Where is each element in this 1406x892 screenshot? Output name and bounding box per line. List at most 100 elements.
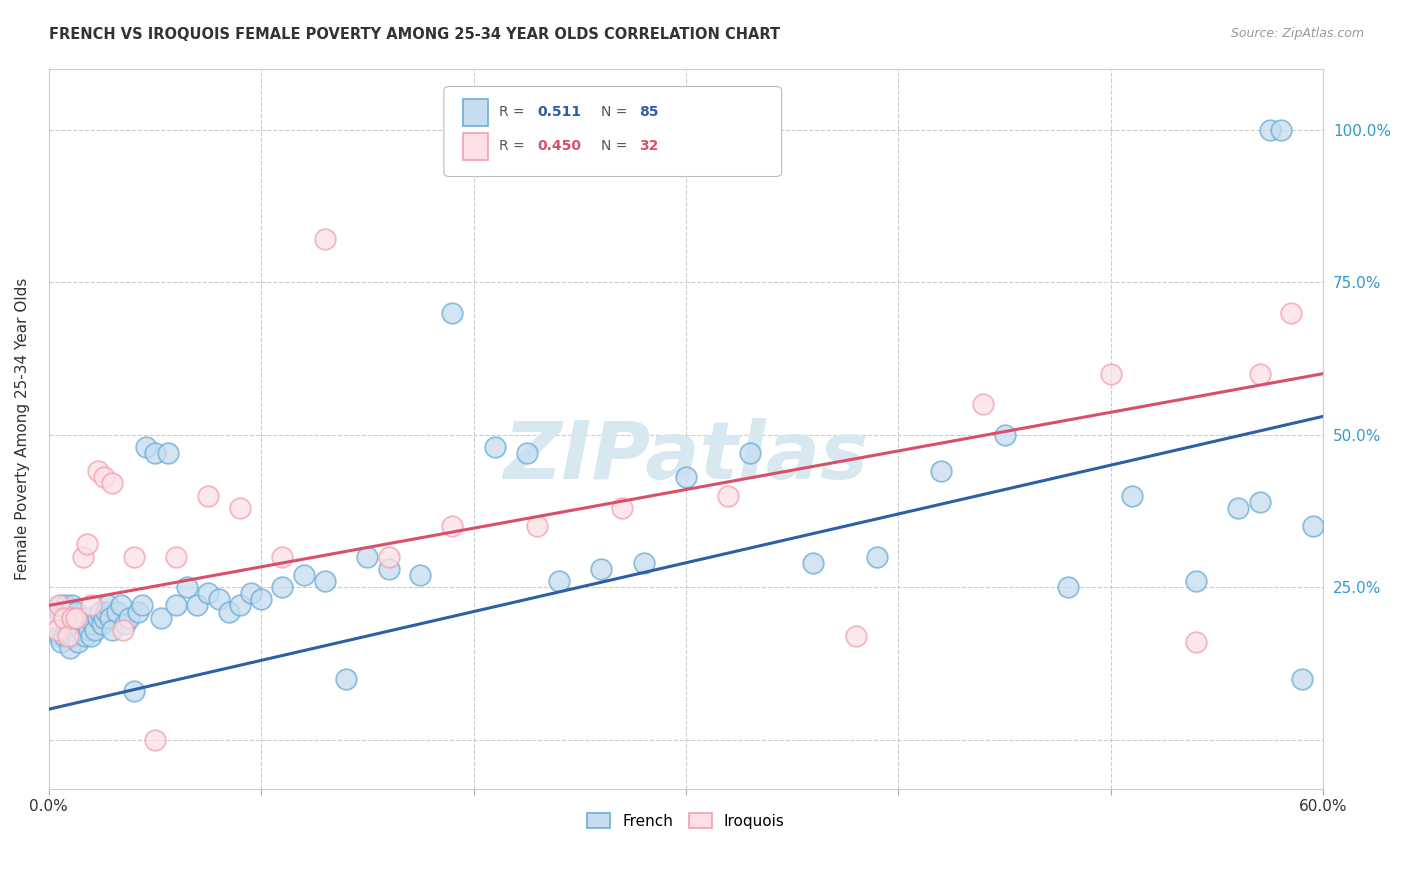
Text: Source: ZipAtlas.com: Source: ZipAtlas.com xyxy=(1230,27,1364,40)
Point xyxy=(1302,519,1324,533)
Point xyxy=(56,616,79,631)
Text: 0.511: 0.511 xyxy=(537,105,581,120)
Point xyxy=(52,629,75,643)
Point xyxy=(76,610,98,624)
Point xyxy=(409,568,432,582)
Point xyxy=(65,616,87,631)
Point xyxy=(156,446,179,460)
Point xyxy=(98,610,121,624)
Text: N =: N = xyxy=(600,105,627,120)
Point xyxy=(86,610,108,624)
Point xyxy=(176,580,198,594)
Point xyxy=(93,610,115,624)
Point xyxy=(131,599,153,613)
Point xyxy=(42,610,65,624)
Point xyxy=(803,556,825,570)
Point xyxy=(60,629,83,643)
Point xyxy=(72,616,94,631)
Point xyxy=(292,568,315,582)
Point xyxy=(72,549,94,564)
Point xyxy=(356,549,378,564)
Y-axis label: Female Poverty Among 25-34 Year Olds: Female Poverty Among 25-34 Year Olds xyxy=(15,277,30,580)
Text: 0.450: 0.450 xyxy=(537,139,581,153)
Point xyxy=(112,623,135,637)
Point xyxy=(122,549,145,564)
Point xyxy=(612,500,634,515)
Point xyxy=(143,446,166,460)
Point xyxy=(377,549,399,564)
FancyBboxPatch shape xyxy=(444,87,782,177)
Point xyxy=(94,605,117,619)
Point xyxy=(90,616,112,631)
Point xyxy=(55,623,77,637)
Point xyxy=(1281,305,1303,319)
Point xyxy=(46,623,69,637)
Text: N =: N = xyxy=(600,139,627,153)
Point xyxy=(271,580,294,594)
Point xyxy=(1185,635,1208,649)
Point xyxy=(1057,580,1080,594)
Point xyxy=(1121,489,1143,503)
Point xyxy=(135,440,157,454)
Point xyxy=(972,397,994,411)
Point xyxy=(547,574,569,588)
Point xyxy=(845,629,868,643)
Point xyxy=(51,599,73,613)
Point xyxy=(484,440,506,454)
Point xyxy=(46,623,69,637)
Point xyxy=(1291,672,1313,686)
Point xyxy=(86,464,108,478)
Point xyxy=(197,586,219,600)
Point xyxy=(56,605,79,619)
Point xyxy=(127,605,149,619)
Point xyxy=(52,610,75,624)
Point xyxy=(143,732,166,747)
Point xyxy=(55,599,77,613)
Point xyxy=(97,599,120,613)
Point xyxy=(76,537,98,551)
Point xyxy=(633,556,655,570)
Point xyxy=(1270,122,1292,136)
Point xyxy=(65,605,87,619)
Point xyxy=(314,574,336,588)
Point xyxy=(48,599,70,613)
Point xyxy=(44,616,66,631)
Point xyxy=(377,562,399,576)
Text: 32: 32 xyxy=(638,139,658,153)
Text: R =: R = xyxy=(499,105,529,120)
Point xyxy=(59,641,82,656)
Point xyxy=(114,616,136,631)
Point xyxy=(82,616,104,631)
Point xyxy=(110,599,132,613)
Point xyxy=(60,599,83,613)
Point xyxy=(208,592,231,607)
Point xyxy=(526,519,548,533)
Point xyxy=(589,562,612,576)
Point xyxy=(48,629,70,643)
Point xyxy=(118,610,141,624)
Legend: French, Iroquois: French, Iroquois xyxy=(581,806,790,835)
Point xyxy=(929,464,952,478)
Point xyxy=(150,610,173,624)
Point xyxy=(1227,500,1250,515)
Point xyxy=(60,610,83,624)
Point xyxy=(441,305,464,319)
Point xyxy=(994,427,1017,442)
Point xyxy=(314,232,336,246)
Point xyxy=(197,489,219,503)
Point xyxy=(1258,122,1281,136)
Point xyxy=(105,605,128,619)
FancyBboxPatch shape xyxy=(463,133,488,160)
Text: 85: 85 xyxy=(638,105,658,120)
Point xyxy=(48,605,70,619)
Point xyxy=(101,623,124,637)
Point xyxy=(42,610,65,624)
Point xyxy=(63,623,86,637)
Point xyxy=(335,672,357,686)
Point xyxy=(738,446,761,460)
Text: R =: R = xyxy=(499,139,529,153)
Point xyxy=(1249,494,1271,508)
Point xyxy=(65,610,87,624)
Point xyxy=(1249,367,1271,381)
FancyBboxPatch shape xyxy=(463,99,488,126)
